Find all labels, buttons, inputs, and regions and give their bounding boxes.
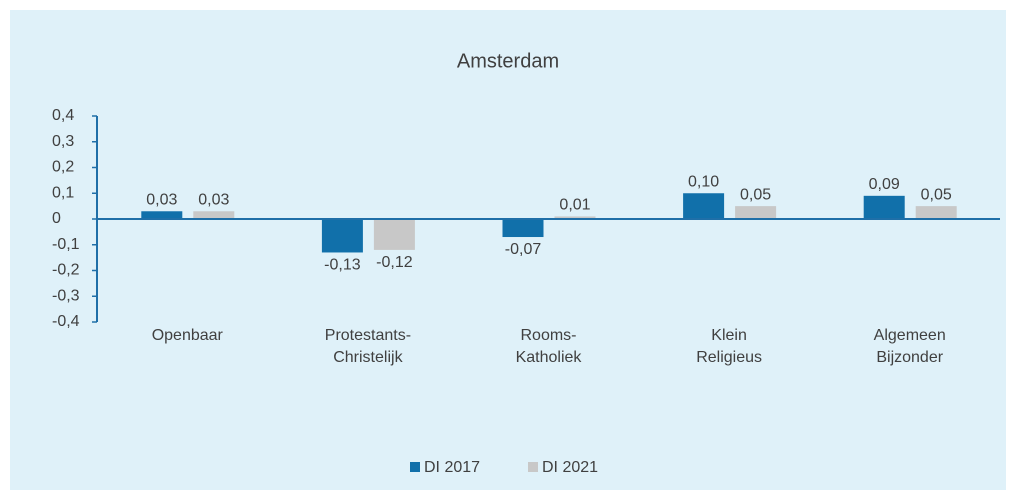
value-label: -0,13 xyxy=(324,257,361,274)
value-label: -0,07 xyxy=(505,241,542,258)
y-tick-label: 0,3 xyxy=(52,133,74,150)
bar xyxy=(502,219,544,238)
value-label: 0,03 xyxy=(198,191,229,208)
value-label: -0,12 xyxy=(376,254,413,271)
value-label: 0,10 xyxy=(688,173,719,190)
bar xyxy=(321,219,363,253)
bar xyxy=(193,211,235,219)
x-tick-label: Rooms-Katholiek xyxy=(516,327,583,366)
x-tick-label: Algemeen Bijzonder xyxy=(874,327,946,366)
value-label: 0,03 xyxy=(146,191,177,208)
y-tick-label: 0,1 xyxy=(52,184,74,201)
y-tick-label: -0,1 xyxy=(52,236,80,253)
y-tick-label: -0,4 xyxy=(52,313,80,330)
x-tick-label: Protestants-Christelijk xyxy=(325,327,411,366)
x-tick-label: Klein Religieus xyxy=(696,327,762,366)
legend-swatch xyxy=(528,462,538,472)
value-label: 0,09 xyxy=(869,176,900,193)
value-label: 0,05 xyxy=(921,186,952,203)
value-label: 0,05 xyxy=(740,186,771,203)
bar xyxy=(141,211,183,219)
bar xyxy=(863,195,905,219)
y-tick-label: 0 xyxy=(52,210,61,227)
y-tick-label: -0,2 xyxy=(52,262,80,279)
bar xyxy=(554,216,596,219)
x-tick-label: Openbaar xyxy=(152,327,224,344)
legend-swatch xyxy=(410,462,420,472)
y-tick-label: -0,3 xyxy=(52,287,80,304)
y-tick-label: 0,2 xyxy=(52,159,74,176)
value-label: 0,01 xyxy=(559,197,590,214)
bar xyxy=(735,206,777,219)
bar xyxy=(373,219,415,250)
bar xyxy=(915,206,957,219)
bar xyxy=(683,193,725,219)
chart-background xyxy=(10,10,1006,490)
legend-label: DI 2021 xyxy=(542,459,598,476)
chart-title: Amsterdam xyxy=(457,50,559,72)
legend-label: DI 2017 xyxy=(424,459,480,476)
y-tick-label: 0,4 xyxy=(52,107,74,124)
